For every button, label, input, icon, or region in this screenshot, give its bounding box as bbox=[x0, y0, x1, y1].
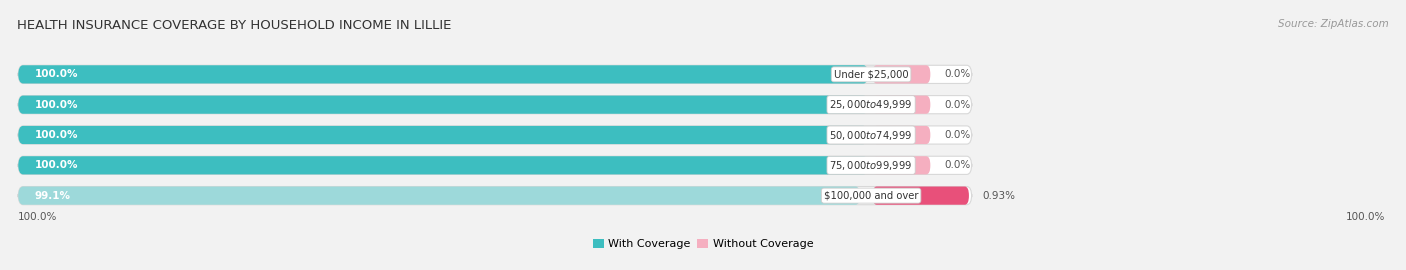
Text: 100.0%: 100.0% bbox=[35, 130, 79, 140]
Text: 0.0%: 0.0% bbox=[945, 69, 970, 79]
Text: 100.0%: 100.0% bbox=[35, 100, 79, 110]
Text: 0.0%: 0.0% bbox=[945, 160, 970, 170]
Text: 99.1%: 99.1% bbox=[35, 191, 70, 201]
FancyBboxPatch shape bbox=[18, 65, 972, 83]
Text: 0.93%: 0.93% bbox=[983, 191, 1015, 201]
Text: HEALTH INSURANCE COVERAGE BY HOUSEHOLD INCOME IN LILLIE: HEALTH INSURANCE COVERAGE BY HOUSEHOLD I… bbox=[17, 19, 451, 32]
FancyBboxPatch shape bbox=[18, 187, 860, 205]
FancyBboxPatch shape bbox=[18, 156, 972, 174]
Text: 100.0%: 100.0% bbox=[35, 69, 79, 79]
FancyBboxPatch shape bbox=[18, 126, 869, 144]
FancyBboxPatch shape bbox=[873, 65, 931, 83]
Text: $25,000 to $49,999: $25,000 to $49,999 bbox=[830, 98, 912, 111]
FancyBboxPatch shape bbox=[873, 156, 931, 174]
FancyBboxPatch shape bbox=[18, 156, 869, 174]
FancyBboxPatch shape bbox=[18, 96, 972, 114]
FancyBboxPatch shape bbox=[18, 126, 972, 144]
Text: Under $25,000: Under $25,000 bbox=[834, 69, 908, 79]
Text: Source: ZipAtlas.com: Source: ZipAtlas.com bbox=[1278, 19, 1389, 29]
Text: $75,000 to $99,999: $75,000 to $99,999 bbox=[830, 159, 912, 172]
Text: $50,000 to $74,999: $50,000 to $74,999 bbox=[830, 129, 912, 141]
FancyBboxPatch shape bbox=[18, 96, 869, 114]
Text: 0.0%: 0.0% bbox=[945, 100, 970, 110]
Text: 100.0%: 100.0% bbox=[18, 212, 58, 222]
FancyBboxPatch shape bbox=[18, 187, 972, 205]
Text: 0.0%: 0.0% bbox=[945, 130, 970, 140]
FancyBboxPatch shape bbox=[18, 65, 869, 83]
Text: $100,000 and over: $100,000 and over bbox=[824, 191, 918, 201]
Text: 100.0%: 100.0% bbox=[35, 160, 79, 170]
Legend: With Coverage, Without Coverage: With Coverage, Without Coverage bbox=[588, 235, 818, 254]
FancyBboxPatch shape bbox=[873, 126, 931, 144]
FancyBboxPatch shape bbox=[873, 96, 931, 114]
FancyBboxPatch shape bbox=[873, 187, 969, 205]
Text: 100.0%: 100.0% bbox=[1346, 212, 1385, 222]
